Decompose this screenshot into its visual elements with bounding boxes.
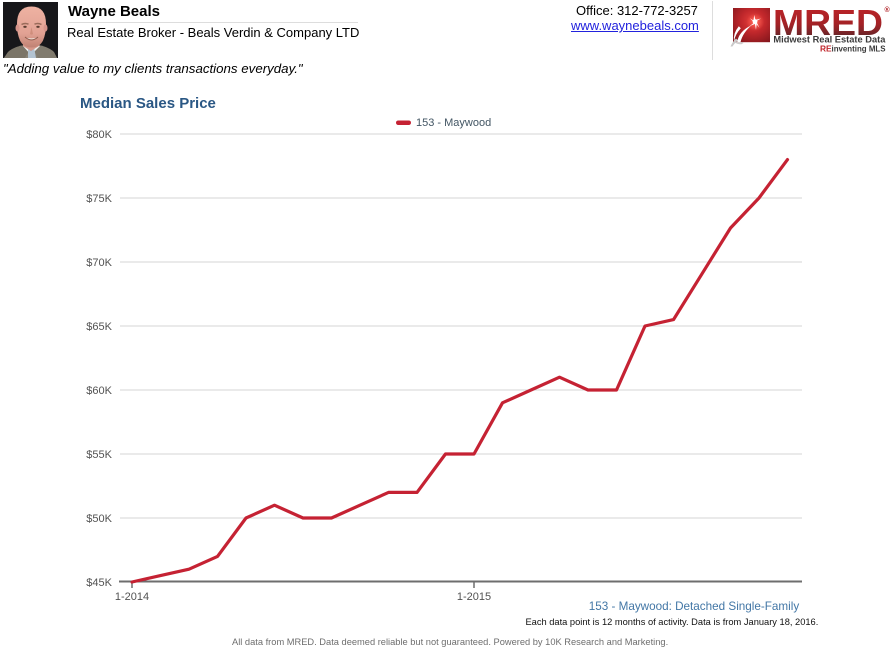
svg-text:$75K: $75K: [86, 193, 112, 205]
svg-text:$60K: $60K: [86, 385, 112, 397]
svg-text:$70K: $70K: [86, 257, 112, 269]
svg-text:$50K: $50K: [86, 513, 112, 525]
svg-text:inventing MLS: inventing MLS: [832, 43, 886, 53]
svg-text:1-2014: 1-2014: [115, 591, 149, 603]
svg-text:Midwest Real Estate Data: Midwest Real Estate Data: [773, 35, 886, 46]
svg-text:153 - Maywood: 153 - Maywood: [416, 117, 491, 129]
svg-text:$65K: $65K: [86, 321, 112, 333]
svg-text:$45K: $45K: [86, 577, 112, 589]
svg-text:$55K: $55K: [86, 449, 112, 461]
svg-text:RE: RE: [820, 43, 832, 53]
svg-text:MRED: MRED: [773, 2, 883, 43]
svg-text:$80K: $80K: [86, 129, 112, 141]
svg-text:1-2015: 1-2015: [457, 591, 491, 603]
svg-text:®: ®: [885, 6, 891, 14]
